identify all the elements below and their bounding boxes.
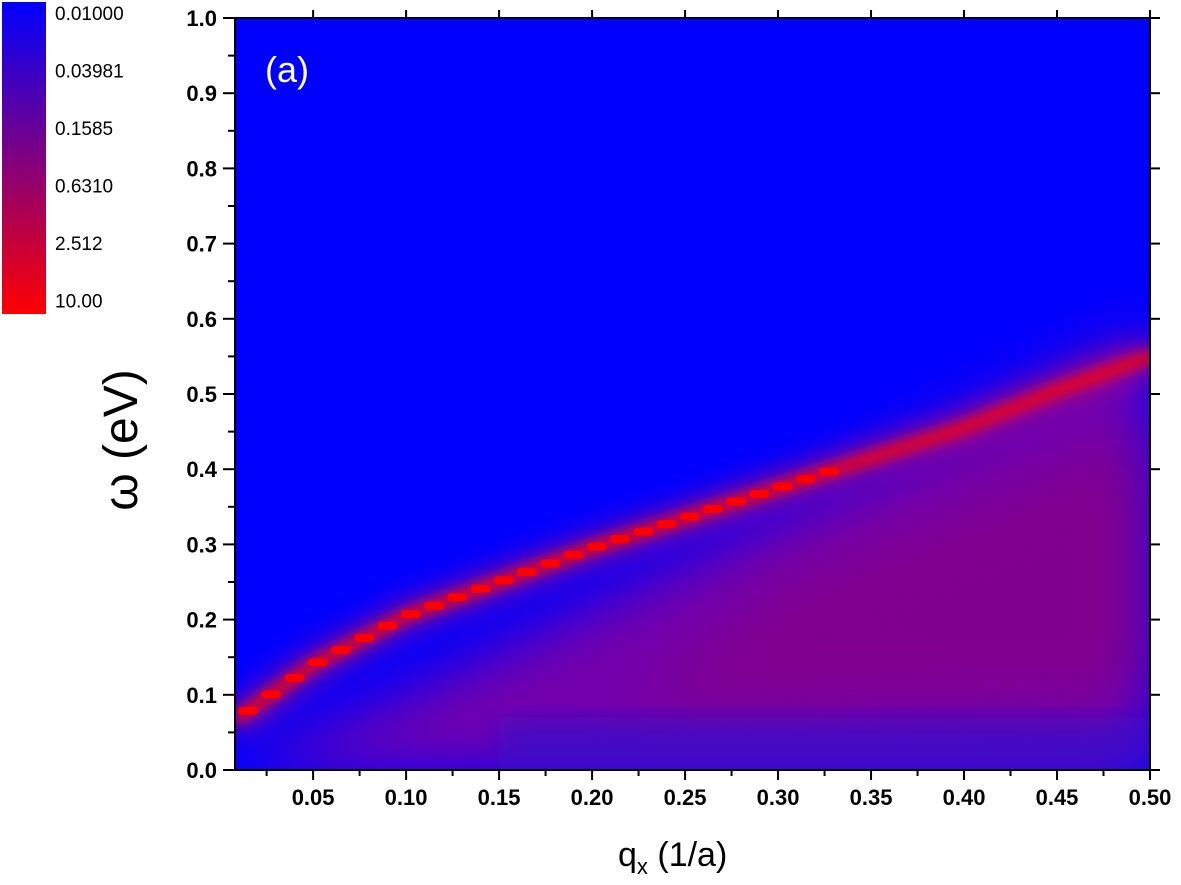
particle-hole-continuum	[238, 333, 1150, 770]
x-tick-label: 0.35	[850, 785, 893, 810]
x-tick-label: 0.45	[1036, 785, 1079, 810]
plasmon-segment	[749, 490, 770, 499]
plasmon-segment	[261, 690, 282, 699]
continuum-low-band	[499, 717, 1150, 770]
x-tick-label: 0.25	[664, 785, 707, 810]
plasmon-branch	[235, 343, 1150, 731]
x-tick-label: 0.20	[571, 785, 614, 810]
plasmon-segment	[656, 520, 677, 529]
x-tick-label: 0.05	[292, 785, 335, 810]
y-tick-label: 0.9	[186, 81, 217, 106]
colorbar	[2, 2, 46, 314]
colorbar-label: 0.01000	[55, 4, 124, 25]
plasmon-segment	[354, 633, 375, 642]
x-tick-label: 0.40	[943, 785, 986, 810]
plasmon-segment	[470, 584, 491, 593]
colorbar-label: 2.512	[55, 234, 103, 255]
plasmon-segment	[795, 474, 816, 483]
plasmon-segment	[238, 706, 259, 715]
x-tick-label: 0.50	[1129, 785, 1172, 810]
y-tick-label: 0.1	[186, 683, 217, 708]
x-tick-label: 0.10	[385, 785, 428, 810]
y-tick-label: 0.6	[186, 307, 217, 332]
x-tick-label: 0.30	[757, 785, 800, 810]
plasmon-segment	[679, 512, 700, 521]
y-axis-label: ω (eV)	[95, 369, 148, 511]
plasmon-segment	[400, 610, 421, 619]
y-tick-label: 0.0	[186, 758, 217, 783]
plot-area	[235, 18, 1150, 770]
colorbar-label: 0.1585	[55, 119, 113, 140]
y-tick-label: 1.0	[186, 6, 217, 31]
plasmon-segment	[377, 621, 398, 630]
continuum-core	[629, 431, 1150, 710]
plasmon-segment	[633, 527, 654, 536]
x-tick-label: 0.15	[478, 785, 521, 810]
y-axis: 0.0 0.1 0.2 0.3 0.4 0.5 0.6 0.7 0.8 0.9 1.0	[186, 6, 1160, 783]
plasmon-segment	[516, 567, 537, 576]
plasmon-segment	[563, 550, 584, 559]
plasmon-segment	[819, 467, 840, 476]
panel-label: (a)	[265, 49, 309, 90]
plasmon-segment	[331, 646, 352, 655]
y-tick-label: 0.8	[186, 156, 217, 181]
x-axis-label: qx (1/a)	[618, 836, 727, 879]
plasmon-segment	[284, 673, 305, 682]
plasmon-segment	[702, 505, 723, 514]
plasmon-segment	[609, 535, 630, 544]
y-tick-label: 0.3	[186, 532, 217, 557]
colorbar-label: 0.6310	[55, 177, 113, 198]
colorbar-label: 0.03981	[55, 62, 124, 83]
plasmon-segment	[447, 593, 468, 602]
plasmon-segment	[423, 601, 444, 610]
y-tick-label: 0.7	[186, 232, 217, 257]
x-axis: 0.05 0.10 0.15 0.20 0.25 0.30 0.35 0.40 0.45 0.50	[265, 10, 1172, 810]
y-tick-label: 0.5	[186, 382, 217, 407]
colorbar-labels: 0.01000 0.03981 0.1585 0.6310 2.512 10.00	[55, 4, 124, 313]
y-tick-label: 0.2	[186, 608, 217, 633]
colorbar-label: 10.00	[55, 292, 103, 313]
plasmon-segment	[307, 658, 328, 667]
plasmon-segment	[586, 542, 607, 551]
plasmon-segment	[726, 497, 747, 506]
plasmon-segment	[540, 559, 561, 568]
y-tick-label: 0.4	[186, 457, 217, 482]
plasmon-segment	[493, 576, 514, 585]
plasmon-segment	[772, 482, 793, 491]
